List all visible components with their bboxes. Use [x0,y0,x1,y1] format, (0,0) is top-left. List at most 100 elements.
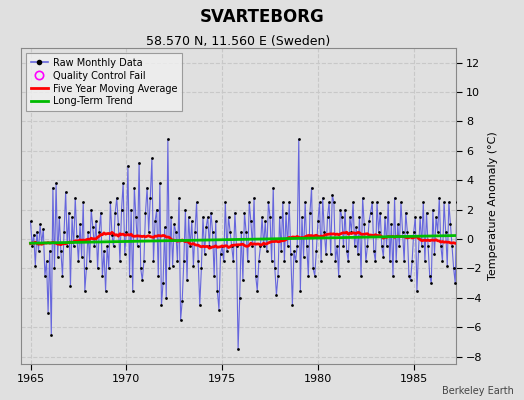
Point [252,273,260,279]
Point [47,332,56,338]
Point [149,258,158,264]
Point [122,228,130,235]
Point [73,233,81,239]
Point [453,199,461,206]
Point [212,218,220,225]
Point [261,218,269,225]
Point [349,199,357,206]
Point [227,243,236,250]
Point [445,199,453,206]
Point [46,248,54,254]
Point [341,206,350,213]
Point [366,210,375,216]
Point [298,214,306,220]
Point [422,210,431,216]
Point [475,214,483,220]
Point [141,210,150,216]
Point [264,199,272,206]
Point [376,210,385,216]
Point [113,195,121,201]
Point [130,184,138,191]
Point [314,218,322,225]
Point [358,195,367,201]
Point [315,199,324,206]
Point [207,210,215,216]
Point [160,224,169,230]
Point [283,243,292,250]
Point [186,243,194,250]
Point [244,258,252,264]
Point [93,265,102,272]
Point [31,262,39,269]
Point [133,243,141,250]
Point [197,265,205,272]
Point [165,265,173,272]
Point [145,228,153,235]
Point [427,280,435,286]
Point [328,192,336,198]
Point [221,199,230,206]
Point [288,302,297,308]
Point [477,250,485,257]
Point [425,273,434,279]
Point [203,214,212,220]
Point [235,295,244,301]
Point [454,228,463,235]
Point [392,258,400,264]
Point [42,258,51,264]
Point [218,243,226,250]
Point [202,224,210,230]
Point [226,228,234,235]
Point [247,218,255,225]
Point [68,214,77,220]
Point [256,243,265,250]
Y-axis label: Temperature Anomaly (°C): Temperature Anomaly (°C) [488,132,498,280]
Point [299,254,308,260]
Point [378,243,386,250]
Point [294,136,303,142]
Point [121,250,129,257]
Point [418,243,426,250]
Point [64,210,73,216]
Point [347,228,356,235]
Point [441,228,450,235]
Point [209,228,217,235]
Point [365,218,373,225]
Point [151,218,159,225]
Point [231,210,239,216]
Point [119,180,127,186]
Point [89,224,97,230]
Point [98,273,106,279]
Point [360,221,368,228]
Point [279,199,287,206]
Point [339,243,347,250]
Point [152,206,161,213]
Point [195,302,204,308]
Point [53,254,62,260]
Point [39,226,48,232]
Point [276,214,284,220]
Point [322,250,330,257]
Point [224,214,233,220]
Point [229,258,237,264]
Point [333,243,341,250]
Point [175,195,183,201]
Point [213,287,222,294]
Point [135,160,143,166]
Point [456,258,464,264]
Point [70,243,78,250]
Point [248,243,257,250]
Point [301,199,309,206]
Point [405,273,413,279]
Point [274,273,282,279]
Point [170,221,179,228]
Point [79,199,88,206]
Point [440,199,448,206]
Point [432,214,440,220]
Point [397,199,405,206]
Point [232,243,241,250]
Point [302,243,311,250]
Point [154,273,162,279]
Point [105,265,113,272]
Point [403,228,411,235]
